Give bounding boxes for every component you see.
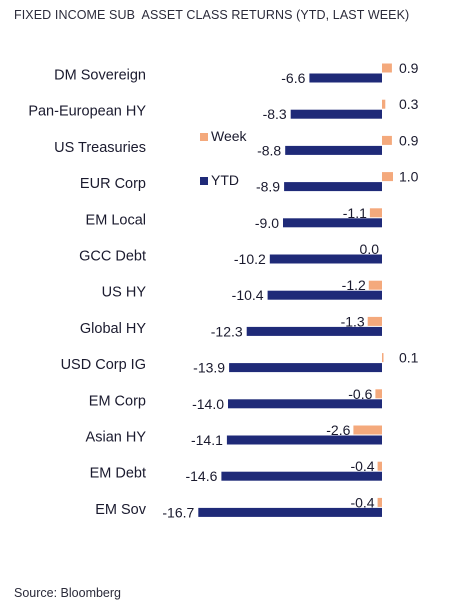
category-label-pan-european-hy: Pan-European HY xyxy=(28,104,146,120)
ytd-value-label-usd-corp-ig: -13.9 xyxy=(193,360,225,376)
ytd-value-label-us-hy: -10.4 xyxy=(232,287,264,303)
week-value-label-em-local: -1.1 xyxy=(343,205,367,221)
week-bar-usd-corp-ig xyxy=(382,353,384,363)
category-label-em-local: EM Local xyxy=(86,212,146,228)
week-value-label-asian-hy: -2.6 xyxy=(326,422,350,438)
category-label-asian-hy: Asian HY xyxy=(86,430,147,446)
ytd-value-label-dm-sovereign: -6.6 xyxy=(281,70,305,86)
ytd-bar-em-debt xyxy=(221,471,382,481)
week-bar-em-corp xyxy=(375,389,382,399)
ytd-bar-em-sov xyxy=(198,507,382,517)
ytd-bar-em-local xyxy=(283,218,382,228)
category-label-eur-corp: EUR Corp xyxy=(80,176,146,192)
ytd-value-label-global-hy: -12.3 xyxy=(211,323,243,339)
week-value-label-usd-corp-ig: 0.1 xyxy=(399,350,419,366)
ytd-bar-global-hy xyxy=(246,326,382,336)
ytd-bar-us-hy xyxy=(267,290,382,300)
week-value-label-em-sov: -0.4 xyxy=(350,494,374,510)
week-bar-global-hy xyxy=(367,316,382,326)
week-value-label-em-debt: -0.4 xyxy=(350,458,374,474)
week-value-label-us-hy: -1.2 xyxy=(342,277,366,293)
category-label-em-debt: EM Debt xyxy=(90,466,146,482)
ytd-bar-gcc-debt xyxy=(269,254,382,264)
ytd-value-label-us-treasuries: -8.8 xyxy=(257,142,281,158)
legend-week-swatch xyxy=(200,133,208,141)
category-label-em-sov: EM Sov xyxy=(95,502,147,518)
ytd-bar-us-treasuries xyxy=(285,145,382,155)
bar-chart: DM Sovereign -6.6 0.9 Pan-European HY -8.3 0.… xyxy=(28,60,419,520)
week-bar-us-treasuries xyxy=(382,135,392,145)
category-label-usd-corp-ig: USD Corp IG xyxy=(61,357,146,373)
legend-ytd-label: YTD xyxy=(211,172,239,188)
legend-week-label: Week xyxy=(211,128,248,144)
ytd-value-label-gcc-debt: -10.2 xyxy=(234,251,266,267)
ytd-bar-em-corp xyxy=(228,399,382,409)
source-note: Source: Bloomberg xyxy=(14,586,122,600)
legend-ytd-swatch xyxy=(200,177,208,185)
ytd-value-label-em-local: -9.0 xyxy=(255,215,279,231)
ytd-value-label-eur-corp: -8.9 xyxy=(256,179,280,195)
ytd-bar-dm-sovereign xyxy=(309,73,382,83)
category-label-us-hy: US HY xyxy=(102,285,147,301)
category-label-global-hy: Global HY xyxy=(80,321,146,337)
category-label-dm-sovereign: DM Sovereign xyxy=(54,68,146,84)
week-bar-dm-sovereign xyxy=(382,63,392,73)
week-bar-us-hy xyxy=(368,280,382,290)
category-label-gcc-debt: GCC Debt xyxy=(79,249,146,265)
week-value-label-dm-sovereign: 0.9 xyxy=(399,60,419,76)
week-bar-em-sov xyxy=(377,497,382,507)
week-value-label-global-hy: -1.3 xyxy=(341,313,365,329)
week-value-label-gcc-debt: 0.0 xyxy=(360,241,380,257)
week-bar-em-local xyxy=(369,208,382,218)
chart-title: FIXED INCOME SUB ASSET CLASS RETURNS (YT… xyxy=(14,8,410,22)
week-bar-eur-corp xyxy=(382,172,393,182)
ytd-value-label-em-corp: -14.0 xyxy=(192,396,224,412)
week-bar-em-debt xyxy=(377,461,382,471)
week-bar-asian-hy xyxy=(353,425,382,435)
week-value-label-eur-corp: 1.0 xyxy=(399,169,419,185)
ytd-bar-pan-european-hy xyxy=(290,109,382,119)
ytd-value-label-em-sov: -16.7 xyxy=(162,504,194,520)
ytd-value-label-asian-hy: -14.1 xyxy=(191,432,223,448)
ytd-value-label-em-debt: -14.6 xyxy=(185,468,217,484)
ytd-bar-eur-corp xyxy=(284,182,382,192)
week-value-label-em-corp: -0.6 xyxy=(348,386,372,402)
ytd-bar-usd-corp-ig xyxy=(229,363,382,373)
ytd-value-label-pan-european-hy: -8.3 xyxy=(263,106,287,122)
week-value-label-us-treasuries: 0.9 xyxy=(399,132,419,148)
week-bar-pan-european-hy xyxy=(382,99,386,109)
week-value-label-pan-european-hy: 0.3 xyxy=(399,96,419,112)
ytd-bar-asian-hy xyxy=(226,435,382,445)
category-label-em-corp: EM Corp xyxy=(89,393,146,409)
category-label-us-treasuries: US Treasuries xyxy=(54,140,146,156)
